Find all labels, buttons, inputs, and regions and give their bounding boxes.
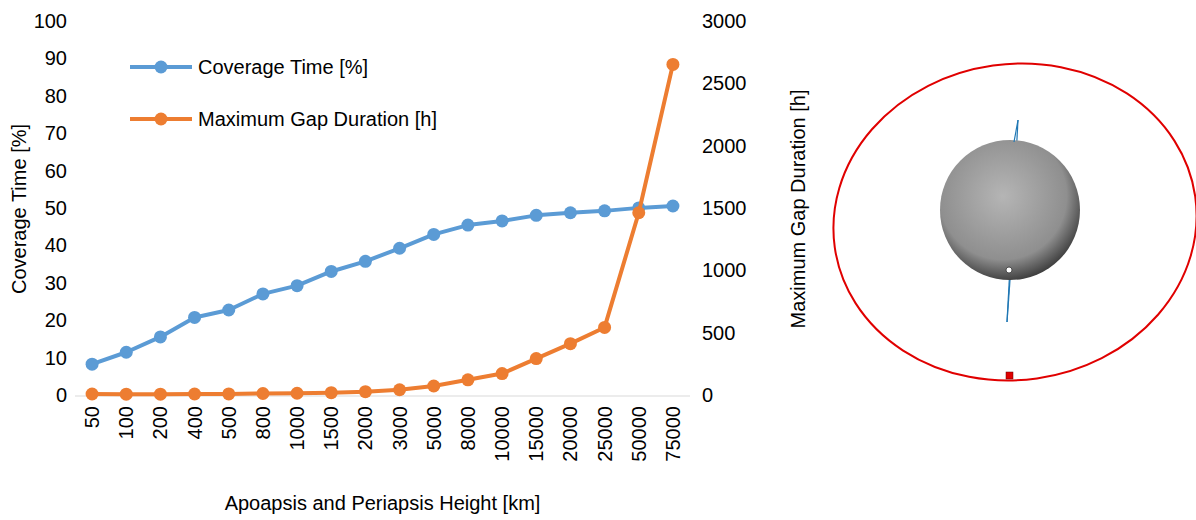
legend-label: Coverage Time [%]	[198, 56, 368, 78]
series-point	[325, 386, 338, 399]
y2-tick-label: 3000	[702, 10, 747, 32]
y2-tick-label: 1000	[702, 259, 747, 281]
series-point	[256, 387, 269, 400]
series-point	[120, 388, 133, 401]
x-tick-label: 10000	[491, 406, 513, 462]
series-point	[530, 352, 543, 365]
y-tick-label: 100	[34, 10, 67, 32]
series-point	[222, 387, 235, 400]
series-point	[188, 311, 201, 324]
x-tick-label: 50	[81, 406, 103, 428]
x-tick-label: 15000	[525, 406, 547, 462]
series-point	[666, 200, 679, 213]
x-tick-label: 75000	[662, 406, 684, 462]
series-point	[564, 337, 577, 350]
legend-marker	[155, 61, 168, 74]
series-point	[154, 330, 167, 343]
y2-tick-label: 1500	[702, 197, 747, 219]
series-point	[598, 321, 611, 334]
series-point	[393, 242, 406, 255]
y-tick-label: 70	[45, 122, 67, 144]
spin-axis-bottom	[1007, 280, 1010, 322]
series-point	[291, 387, 304, 400]
series-point	[222, 303, 235, 316]
series-point	[325, 265, 338, 278]
series-point	[427, 380, 440, 393]
y-axis-title: Coverage Time [%]	[8, 124, 30, 294]
legend-label: Maximum Gap Duration [h]	[198, 108, 437, 130]
x-tick-label: 25000	[594, 406, 616, 462]
series-line	[92, 64, 673, 394]
series-point	[291, 279, 304, 292]
series-point	[598, 204, 611, 217]
y-tick-label: 30	[45, 272, 67, 294]
y-tick-label: 60	[45, 160, 67, 182]
x-tick-label: 100	[115, 406, 137, 439]
chart: 0102030405060708090100050010001500200025…	[0, 0, 1196, 520]
spin-axis-top	[1014, 120, 1018, 142]
series-point	[496, 214, 509, 227]
y-tick-label: 40	[45, 234, 67, 256]
y2-tick-label: 500	[702, 322, 735, 344]
ground-station	[1006, 267, 1012, 273]
series-line	[92, 206, 673, 364]
y-tick-label: 50	[45, 197, 67, 219]
series-point	[393, 383, 406, 396]
x-tick-label: 500	[218, 406, 240, 439]
y-tick-label: 10	[45, 347, 67, 369]
series-point	[188, 388, 201, 401]
y2-tick-label: 0	[702, 384, 713, 406]
y2-axis-title: Maximum Gap Duration [h]	[787, 90, 809, 329]
series-point	[427, 228, 440, 241]
series-point	[120, 346, 133, 359]
x-tick-label: 2000	[354, 406, 376, 451]
series-point	[86, 358, 99, 371]
series-point	[359, 255, 372, 268]
series-point	[564, 206, 577, 219]
x-axis-title: Apoapsis and Periapsis Height [km]	[225, 492, 541, 514]
series-point	[632, 206, 645, 219]
y2-tick-label: 2000	[702, 135, 747, 157]
series-point	[461, 373, 474, 386]
series-point	[154, 388, 167, 401]
x-tick-label: 50000	[628, 406, 650, 462]
x-tick-label: 400	[184, 406, 206, 439]
series-point	[86, 388, 99, 401]
y2-tick-label: 2500	[702, 72, 747, 94]
y-tick-label: 80	[45, 85, 67, 107]
y-tick-label: 20	[45, 309, 67, 331]
x-tick-label: 5000	[423, 406, 445, 451]
x-tick-label: 1000	[286, 406, 308, 451]
satellite	[1006, 372, 1013, 379]
y-tick-label: 0	[56, 384, 67, 406]
x-tick-label: 3000	[389, 406, 411, 451]
orbit	[813, 40, 1196, 404]
series-point	[256, 287, 269, 300]
y-tick-label: 90	[45, 47, 67, 69]
series-point	[530, 209, 543, 222]
x-tick-label: 20000	[559, 406, 581, 462]
x-tick-label: 200	[149, 406, 171, 439]
x-tick-label: 8000	[457, 406, 479, 451]
series-point	[359, 385, 372, 398]
moon	[940, 140, 1080, 280]
series-point	[461, 219, 474, 232]
x-tick-label: 1500	[320, 406, 342, 451]
x-tick-label: 800	[252, 406, 274, 439]
series-point	[666, 58, 679, 71]
series-point	[496, 367, 509, 380]
legend-marker	[155, 113, 168, 126]
plot-marks	[86, 58, 680, 401]
